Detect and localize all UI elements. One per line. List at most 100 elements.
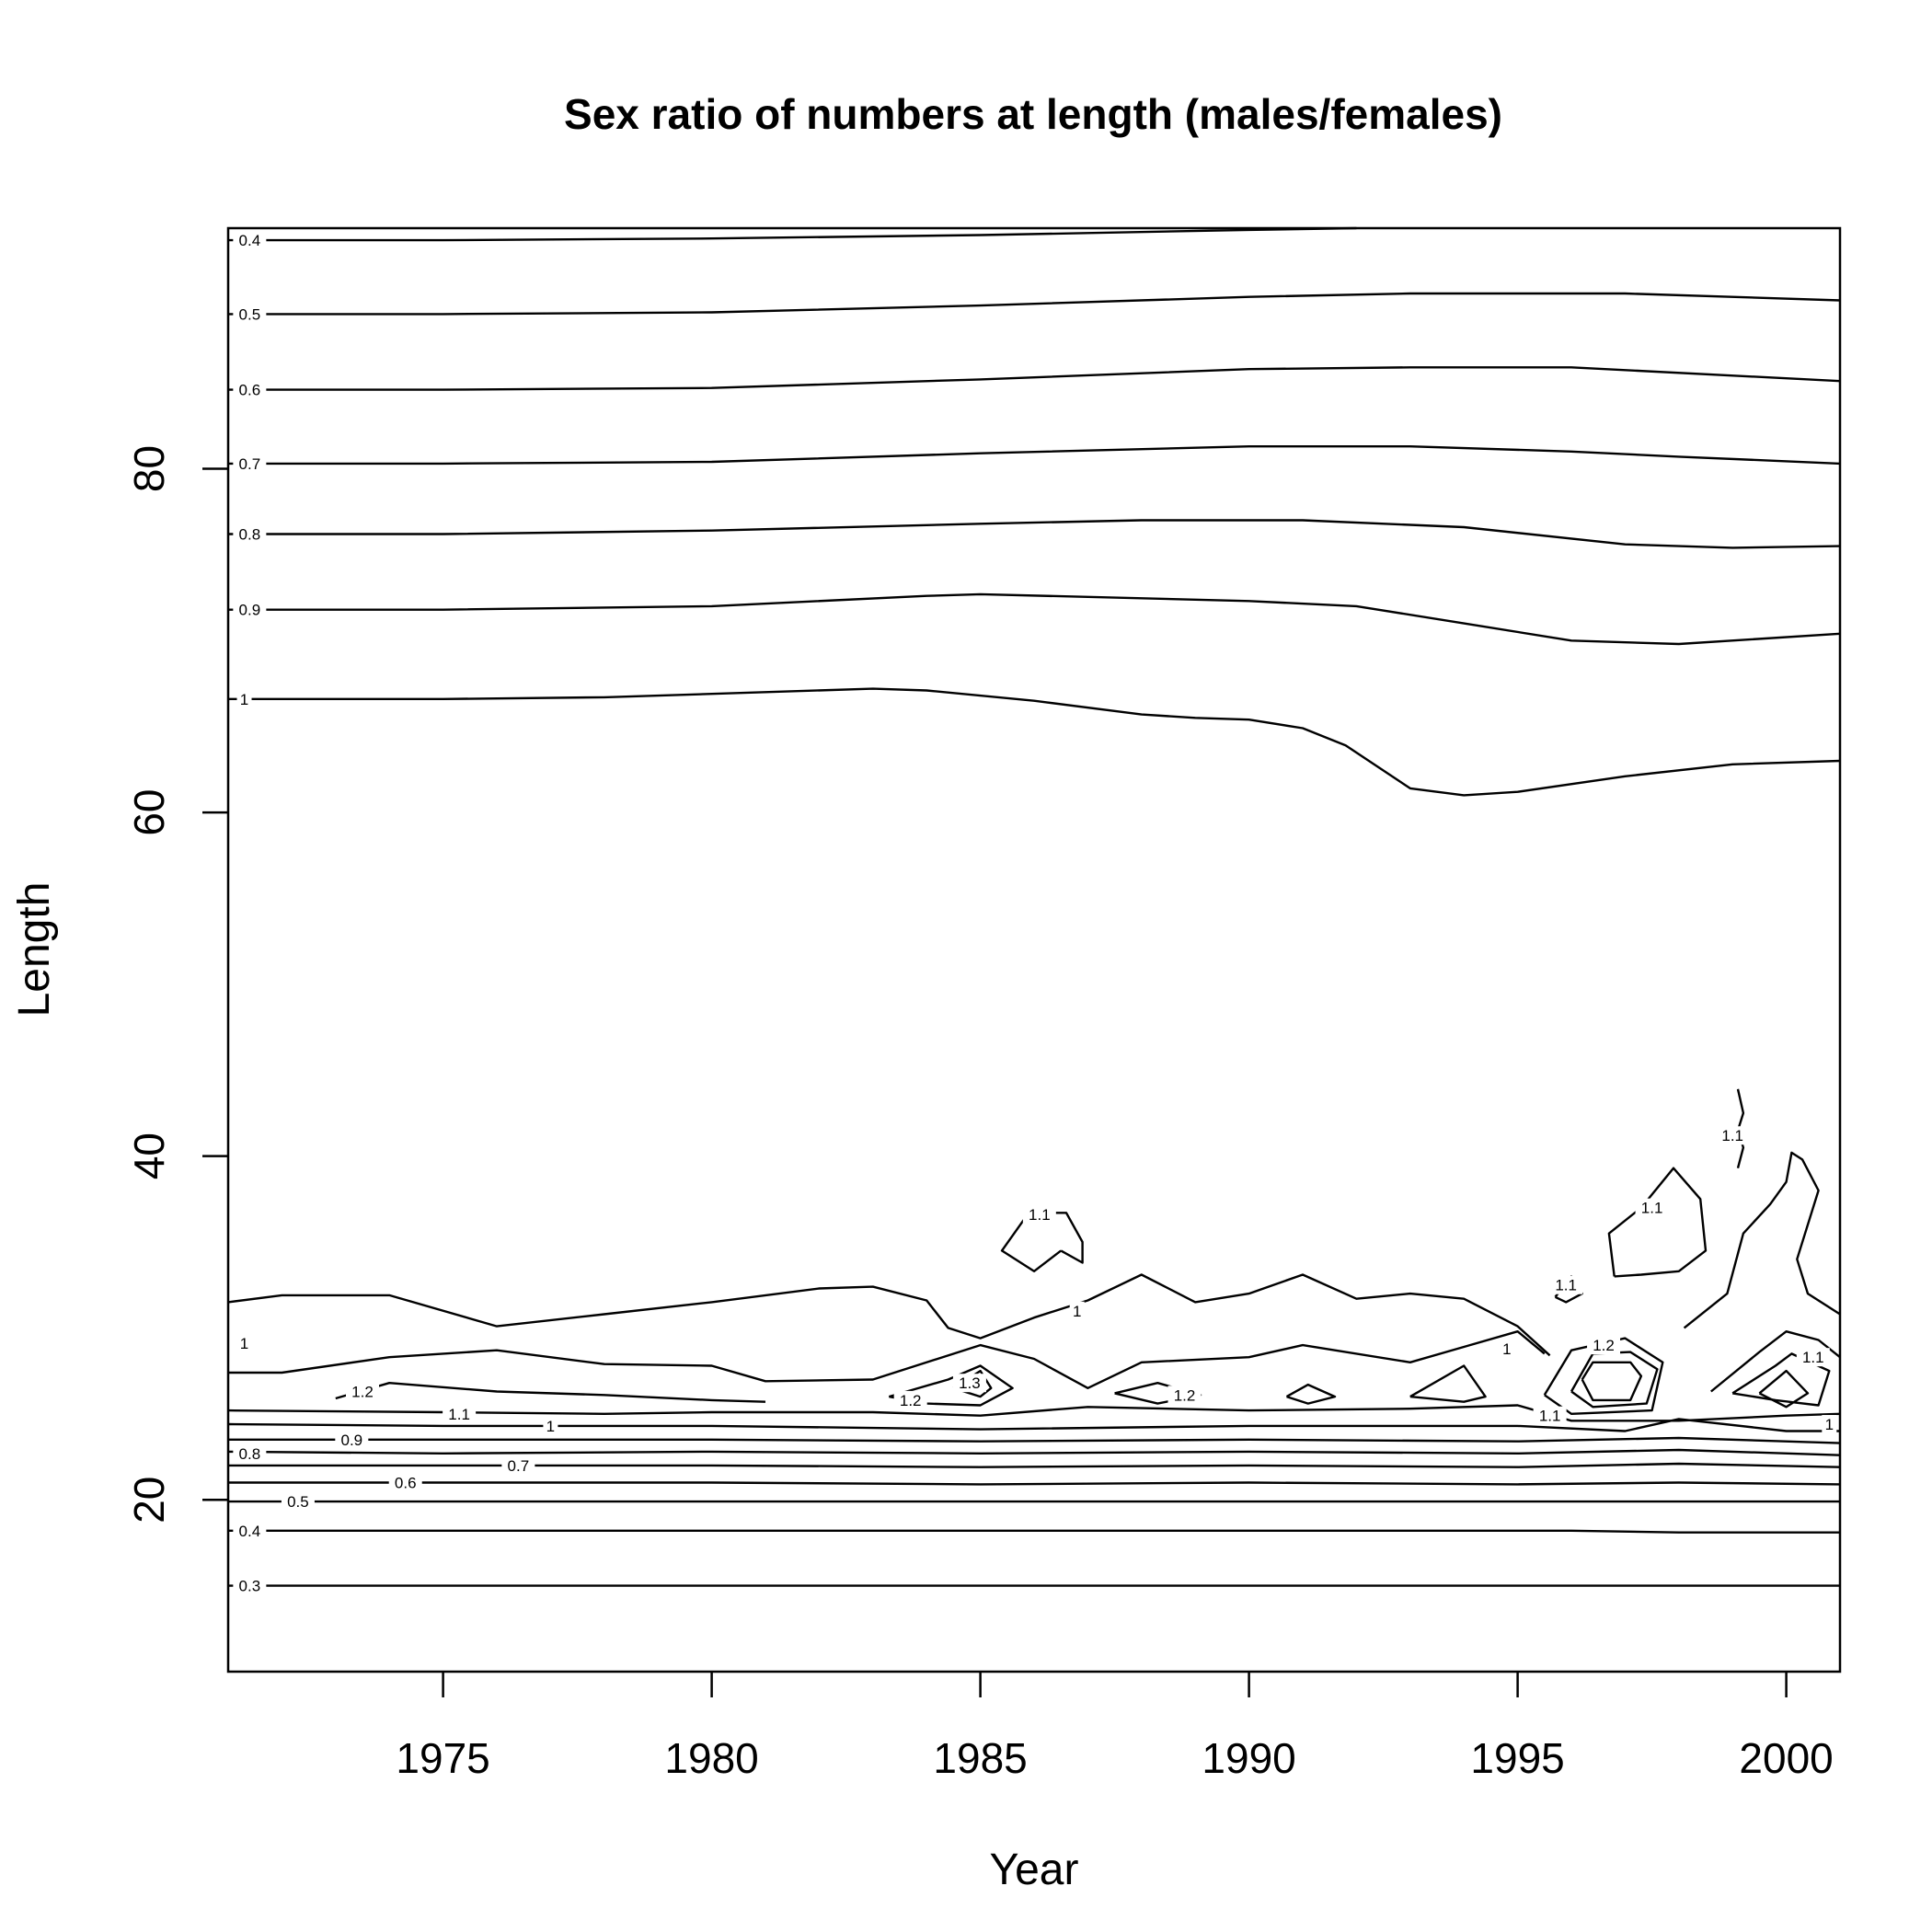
x-tick-label: 1985	[933, 1734, 1027, 1782]
contour-label: 1.2	[1174, 1386, 1196, 1404]
contour-line-0.6	[228, 366, 1841, 391]
contour-label-bg	[1587, 1336, 1621, 1355]
x-axis: 1975 1980 1985 1990 1995 2000	[396, 1672, 1834, 1782]
x-tick-label: 1995	[1470, 1734, 1564, 1782]
contour-label-bg	[233, 380, 267, 399]
contour-line-1.1	[227, 1404, 1841, 1422]
contour-line-0.5	[228, 292, 1841, 316]
y-axis: 20 40 60 80	[125, 445, 228, 1524]
contour-label-bg	[1716, 1126, 1750, 1145]
contour-line-1.1	[1683, 1151, 1841, 1329]
contour-line-1.2	[1570, 1351, 1659, 1409]
contour-label: 0.8	[239, 1445, 261, 1463]
contour-line-1.1	[1607, 1167, 1708, 1278]
contour-label-bg	[233, 1443, 267, 1463]
x-tick-label: 1980	[664, 1734, 758, 1782]
contour-line-0.9	[228, 1436, 1841, 1444]
contour-label-bg	[1022, 1205, 1056, 1225]
contour-line-1	[228, 687, 1841, 797]
contour-label-bg	[501, 1455, 535, 1475]
contour-line-1.1	[228, 1329, 1546, 1390]
contour-label-bg	[236, 1334, 252, 1353]
chart-title: Sex ratio of numbers at length (males/fe…	[564, 90, 1502, 138]
contour-label-bg	[443, 1404, 477, 1423]
contour-label: 1.1	[448, 1406, 470, 1423]
contour-label-bg	[233, 305, 267, 324]
contour-label-bg	[233, 1521, 267, 1540]
contour-label: 1	[240, 691, 248, 708]
contour-line-1	[227, 1273, 1551, 1357]
y-tick-label: 20	[125, 1477, 173, 1524]
contour-label: 0.9	[340, 1432, 362, 1449]
contour-label-bg	[233, 1576, 267, 1595]
contour-label-bg	[388, 1473, 422, 1492]
contour-line-0.4	[228, 1529, 1840, 1534]
y-tick-label: 80	[125, 445, 173, 492]
contour-label-bg	[543, 1416, 558, 1435]
contour-line-1.1	[1543, 1337, 1664, 1416]
contour-label-bg	[1499, 1339, 1514, 1358]
contour-label-bg	[893, 1390, 927, 1409]
contour-label-bg	[346, 1382, 379, 1401]
contour-label: 0.6	[239, 382, 261, 399]
x-tick-label: 2000	[1739, 1734, 1833, 1782]
contour-label-bg	[281, 1492, 315, 1512]
contour-label-bg	[233, 524, 267, 544]
contour-label: 0.7	[508, 1457, 530, 1475]
x-axis-title: Year	[990, 1846, 1079, 1894]
contour-line-0.8	[228, 519, 1841, 549]
contour-label: 1	[240, 1335, 248, 1352]
contour-label-bg	[1549, 1275, 1583, 1294]
contour-line-1.3	[1758, 1369, 1810, 1409]
contour-line-1	[227, 1418, 1840, 1432]
contour-line-0.8	[227, 1448, 1841, 1456]
contour-label: 1.2	[900, 1392, 922, 1409]
x-tick-label: 1990	[1202, 1734, 1295, 1782]
contour-label: 0.5	[287, 1493, 309, 1511]
contour-line-1.2	[335, 1381, 766, 1403]
y-tick-label: 60	[125, 789, 173, 836]
contour-label: 1.1	[1555, 1277, 1577, 1294]
contour-label-bg	[1069, 1301, 1085, 1320]
plot-frame	[226, 226, 1842, 1673]
contour-label: 0.9	[239, 602, 261, 619]
contour-label-bg	[1796, 1348, 1830, 1367]
y-tick-label: 40	[125, 1133, 173, 1179]
contour-label: 1	[546, 1418, 555, 1435]
contour-label: 1.1	[1539, 1408, 1561, 1425]
contour-line-0.9	[228, 592, 1841, 646]
contour-line-0.4	[228, 226, 1357, 242]
contour-line-0.6	[228, 1481, 1841, 1486]
contour-label: 0.7	[239, 455, 261, 473]
contour-label-bg	[233, 600, 267, 619]
contour-label: 0.5	[239, 305, 261, 323]
contour-label: 1.3	[959, 1374, 981, 1392]
contour-line-1.2	[1285, 1383, 1337, 1405]
contour-label: 1.2	[1593, 1337, 1615, 1354]
contour-label: 1	[1073, 1303, 1081, 1320]
contour-label: 0.6	[395, 1475, 417, 1492]
contour-label: 0.4	[239, 1523, 261, 1540]
contour-label: 0.3	[239, 1578, 261, 1595]
contour-label: 1.1	[1802, 1349, 1824, 1366]
contour-label-bg	[1635, 1198, 1669, 1217]
contour-line-0.7	[228, 445, 1841, 466]
contour-line-0.7	[228, 1462, 1841, 1468]
contour-lines	[227, 226, 1841, 1587]
contour-line-1.2	[1409, 1364, 1487, 1403]
contour-label: 0.4	[239, 232, 261, 249]
contour-label-bg	[1167, 1386, 1202, 1405]
contour-label-bg	[233, 454, 267, 473]
contour-label: 1	[1825, 1416, 1834, 1433]
contour-label: 1.2	[351, 1384, 374, 1401]
contour-label-bg	[233, 231, 267, 250]
contour-labels: 0.4 0.5 0.6 0.7 0.8 0.9 1 1 0.8 0.4 0.3 0.9 0.5 0.6 0.…	[233, 231, 1837, 1595]
contour-line-1.3	[1581, 1361, 1643, 1402]
contour-line-1.2	[1731, 1352, 1831, 1407]
contour-label: 1	[1502, 1340, 1511, 1358]
contour-line-1.1	[1710, 1329, 1841, 1393]
contour-label-bg	[335, 1430, 369, 1449]
contour-label: 1.1	[1029, 1206, 1051, 1224]
contour-label-bg	[1533, 1406, 1567, 1425]
